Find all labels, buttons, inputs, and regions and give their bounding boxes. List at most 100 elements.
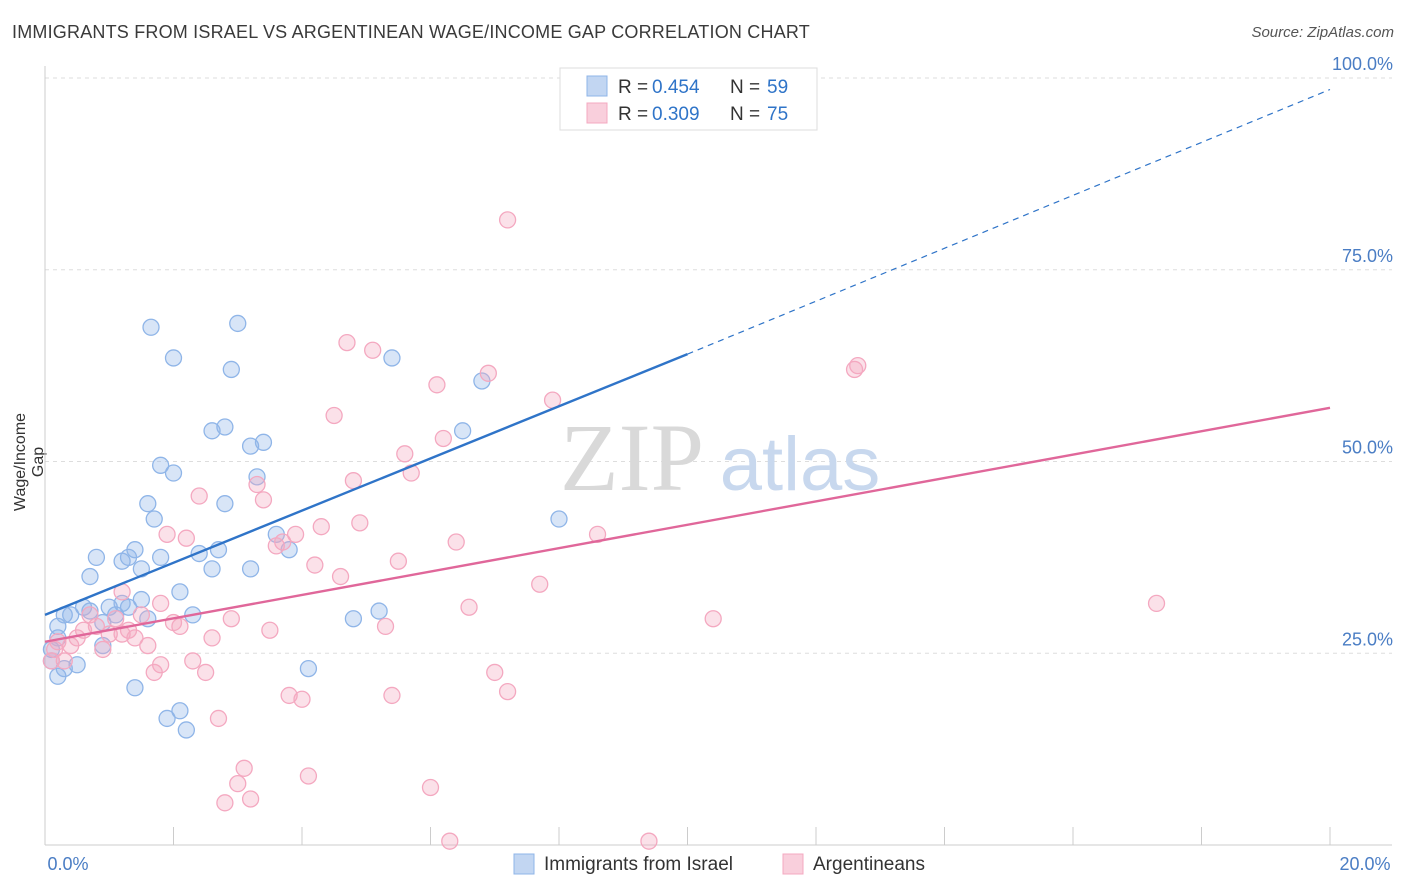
- data-point: [312, 518, 330, 536]
- data-point: [370, 602, 388, 620]
- source-label: Source: ZipAtlas.com: [1251, 24, 1394, 41]
- data-point: [145, 510, 163, 528]
- data-point: [351, 514, 369, 532]
- stats-r-value: 0.454: [652, 77, 700, 98]
- data-point: [171, 702, 189, 720]
- data-point: [383, 349, 401, 367]
- data-point: [216, 418, 234, 436]
- data-point: [389, 552, 408, 570]
- data-point: [531, 575, 549, 593]
- data-point: [254, 433, 273, 451]
- y-tick-label: 100.0%: [1332, 54, 1393, 74]
- stats-r-value: 0.309: [652, 104, 700, 125]
- data-point: [1147, 594, 1166, 613]
- data-point: [62, 606, 80, 624]
- series-legend-swatch: [513, 853, 535, 875]
- data-point: [222, 610, 240, 628]
- data-point: [171, 617, 189, 636]
- data-point: [139, 495, 157, 513]
- data-point: [209, 709, 228, 728]
- data-point: [87, 548, 106, 567]
- data-point: [286, 525, 305, 544]
- data-point: [119, 598, 138, 616]
- series-legend-label: Argentineans: [813, 854, 925, 875]
- data-point: [94, 640, 112, 659]
- data-point: [151, 548, 170, 567]
- trend-lines: [44, 88, 1331, 643]
- data-point: [203, 629, 221, 647]
- data-point: [261, 621, 279, 639]
- data-point: [280, 686, 298, 705]
- data-point: [241, 560, 260, 578]
- data-point: [139, 636, 157, 655]
- stats-n-label: N =: [730, 77, 760, 98]
- data-point: [486, 663, 504, 682]
- data-point: [126, 679, 144, 697]
- series-legend: Immigrants from Israel Argentineans: [513, 853, 925, 875]
- data-point: [184, 652, 202, 670]
- data-point: [498, 682, 517, 701]
- data-point: [81, 602, 99, 620]
- data-point: [331, 567, 350, 586]
- data-point: [434, 429, 453, 448]
- data-point: [229, 774, 247, 793]
- data-point: [421, 778, 440, 797]
- data-point: [293, 690, 311, 708]
- data-point: [396, 445, 414, 463]
- data-point: [274, 533, 292, 551]
- data-point: [498, 211, 517, 229]
- data-point: [126, 629, 144, 647]
- data-point: [132, 606, 151, 624]
- data-point: [151, 656, 170, 674]
- data-point: [151, 456, 170, 474]
- data-point: [171, 583, 189, 601]
- data-point: [299, 659, 318, 678]
- data-point: [325, 406, 343, 425]
- x-tick-label-min: 0.0%: [47, 854, 88, 874]
- data-point: [222, 360, 240, 379]
- data-point: [299, 767, 318, 785]
- data-point: [241, 790, 260, 808]
- data-point: [704, 610, 722, 628]
- stats-legend: R = 0.454 N = 59 R = 0.309 N = 75: [559, 67, 818, 131]
- data-point: [177, 721, 196, 739]
- data-point: [196, 663, 215, 682]
- data-point: [364, 341, 382, 359]
- data-point: [241, 437, 260, 455]
- data-point: [158, 525, 176, 544]
- data-point: [81, 567, 99, 586]
- data-point: [376, 617, 395, 636]
- y-tick-label: 50.0%: [1342, 438, 1393, 458]
- stats-r-label: R =: [618, 77, 648, 98]
- y-tick-label: 25.0%: [1342, 629, 1393, 649]
- data-point: [248, 475, 266, 494]
- watermark-zip: ZIP: [560, 404, 704, 511]
- data-point: [306, 556, 324, 574]
- data-point: [254, 491, 273, 509]
- data-point: [383, 686, 401, 705]
- stats-legend-swatch: [586, 102, 608, 124]
- data-point: [460, 598, 478, 616]
- data-point: [190, 487, 208, 505]
- series-legend-label: Immigrants from Israel: [544, 854, 733, 875]
- data-point: [203, 560, 221, 578]
- data-point: [640, 832, 658, 850]
- data-point: [142, 318, 160, 336]
- data-point: [164, 464, 183, 482]
- data-point: [151, 594, 170, 613]
- stats-n-label: N =: [730, 104, 760, 125]
- data-point: [849, 356, 867, 375]
- data-point: [229, 314, 247, 333]
- trend-line-israel: [44, 353, 688, 617]
- data-point: [344, 610, 363, 628]
- data-point: [158, 709, 176, 728]
- data-point: [428, 376, 446, 394]
- data-point: [68, 656, 86, 674]
- data-point: [216, 495, 234, 513]
- data-point: [203, 422, 221, 440]
- data-points: [42, 211, 1166, 850]
- data-point: [550, 510, 568, 528]
- chart-title: IMMIGRANTS FROM ISRAEL VS ARGENTINEAN WA…: [12, 22, 810, 42]
- stats-legend-swatch: [586, 75, 608, 97]
